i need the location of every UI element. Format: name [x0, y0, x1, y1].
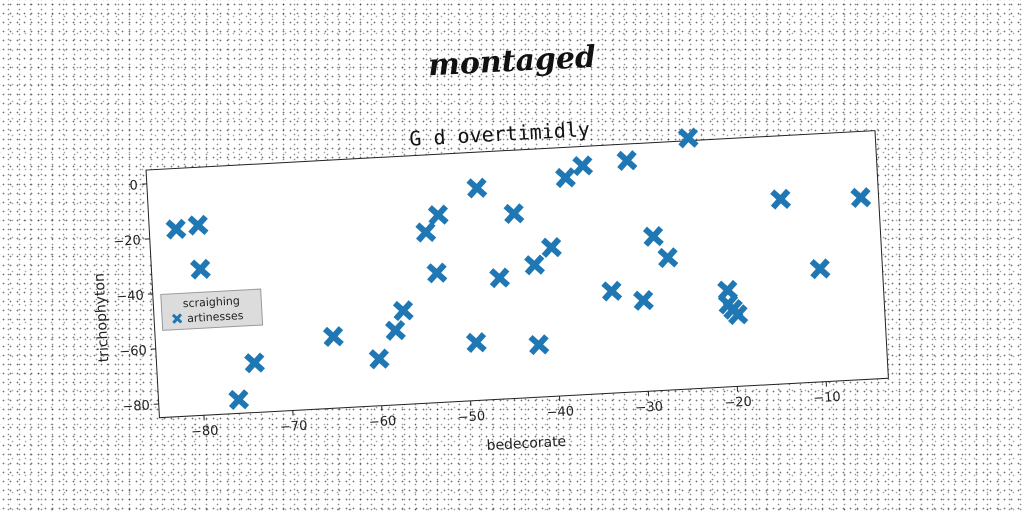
- data-point: [601, 280, 623, 302]
- data-point: [426, 262, 448, 284]
- x-axis-label: bedecorate: [486, 434, 566, 454]
- data-point: [190, 258, 211, 280]
- y-axis-label: trichophyton: [92, 273, 113, 363]
- plot-area: [145, 130, 889, 419]
- x-tick-label: −50: [457, 409, 485, 425]
- legend-entry-label: artinesses: [187, 309, 244, 325]
- data-points: [165, 127, 872, 411]
- data-point: [727, 304, 749, 326]
- x-tick-label: −80: [191, 424, 219, 440]
- data-point: [322, 326, 344, 347]
- data-point: [770, 188, 792, 210]
- x-tick-label: −60: [368, 414, 396, 430]
- y-tick-label: −80: [122, 398, 150, 414]
- y-tick-label: −40: [116, 288, 144, 304]
- legend-marker: [171, 313, 183, 324]
- data-point: [677, 127, 699, 149]
- x-tick-label: −70: [280, 419, 308, 435]
- data-point: [633, 290, 654, 311]
- data-point: [385, 319, 406, 341]
- legend-box: [160, 288, 264, 331]
- data-point: [616, 150, 638, 172]
- data-point: [392, 300, 414, 322]
- y-tick-label: 0: [129, 178, 138, 193]
- data-point: [415, 221, 437, 243]
- data-point: [228, 389, 250, 411]
- data-point: [809, 258, 831, 280]
- plot-group: −80 −70 −60 −50 −40 −30 −20 −10 0 −20 −40 −60 −80 G …: [92, 117, 889, 454]
- data-point: [528, 334, 550, 356]
- data-point: [541, 237, 562, 258]
- x-tick-label: −10: [813, 390, 841, 406]
- data-point: [572, 155, 594, 177]
- legend-title: scraighing: [182, 294, 240, 310]
- data-point: [642, 226, 664, 247]
- y-tick-label: −60: [119, 343, 147, 359]
- data-point: [850, 187, 872, 209]
- chart-title: G d overtimidly: [409, 117, 591, 151]
- y-tick-label: −20: [113, 233, 141, 249]
- data-point: [244, 352, 265, 374]
- data-point: [503, 203, 525, 225]
- x-tick-label: −30: [635, 399, 663, 415]
- data-point: [489, 267, 511, 289]
- data-point: [555, 167, 576, 189]
- data-point: [524, 254, 545, 276]
- data-point: [657, 247, 679, 269]
- data-point: [465, 332, 487, 354]
- x-tick-label: −20: [724, 395, 752, 411]
- legend-marker-glyph: [171, 313, 183, 324]
- legend: scraighing artinesses: [160, 288, 264, 331]
- data-point: [165, 218, 187, 240]
- x-tick-label: −40: [546, 404, 574, 420]
- data-point: [187, 214, 209, 236]
- data-point: [466, 177, 488, 199]
- axis-ticks: −80 −70 −60 −50 −40 −30 −20 −10 0 −20 −40 −60 −80: [113, 178, 841, 440]
- data-point: [427, 204, 449, 226]
- data-point: [368, 348, 390, 370]
